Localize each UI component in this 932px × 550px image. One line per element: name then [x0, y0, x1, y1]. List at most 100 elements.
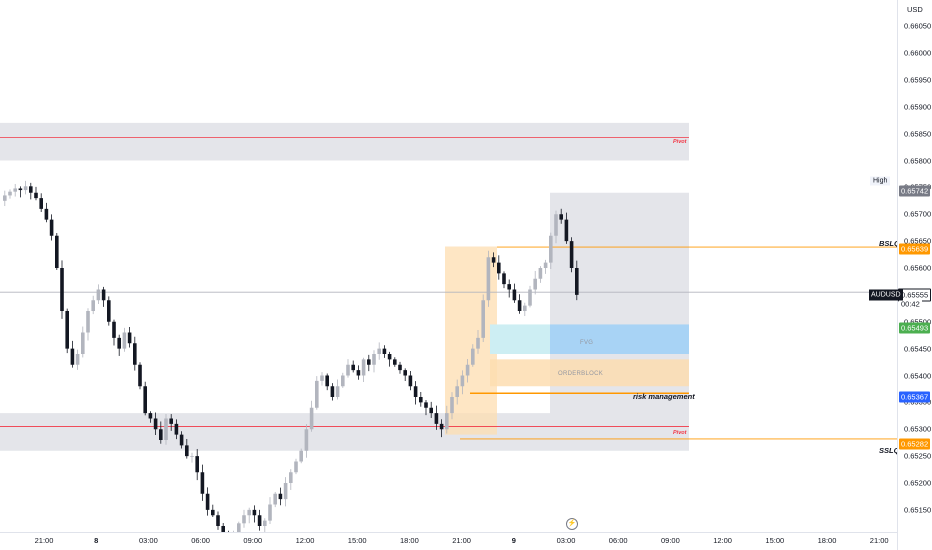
- candle-body: [195, 456, 199, 473]
- candle-body: [325, 375, 329, 387]
- candle-body: [543, 262, 548, 268]
- candle-body: [75, 354, 80, 365]
- candle-body: [419, 397, 423, 403]
- bslq-price-badge: 0.65639: [899, 243, 931, 255]
- price-tick-label: 0.65250: [904, 451, 932, 461]
- price-tick-label: 0.65700: [904, 209, 932, 219]
- candle-body: [70, 348, 75, 365]
- bslq-label: BSLQ: [879, 239, 900, 248]
- fvg-price-badge: 0.65493: [899, 322, 931, 334]
- candle-body: [169, 418, 173, 424]
- candle-body: [112, 321, 116, 338]
- candle-body: [408, 375, 413, 387]
- sslq-label: SSLQ: [879, 446, 900, 455]
- candle-body: [377, 348, 381, 354]
- lightning-icon[interactable]: ⚡: [566, 518, 578, 530]
- time-tick-label: 15:00: [765, 536, 785, 545]
- candle-body: [346, 364, 350, 376]
- candle-body: [497, 262, 501, 274]
- candle-body: [34, 192, 38, 199]
- candle-body: [387, 354, 392, 360]
- candle-body: [320, 375, 324, 381]
- price-tick-label: 0.65650: [904, 236, 932, 246]
- candle-body: [268, 504, 272, 521]
- candle-body: [372, 354, 376, 365]
- candle-body: [507, 284, 511, 290]
- time-tick-label: 09:00: [243, 536, 263, 545]
- price-tick-label: 0.65900: [904, 102, 932, 112]
- candle-body: [29, 186, 33, 193]
- candle-body: [559, 214, 563, 220]
- time-tick-label: 21:00: [452, 536, 471, 545]
- candle-body: [523, 305, 527, 311]
- pivot-high-label: Pivot: [673, 139, 687, 145]
- orderblock-label: ORDERBLOCK: [558, 371, 604, 377]
- candle-body: [439, 423, 444, 430]
- price-tick-label: 0.66000: [904, 48, 932, 58]
- currency-label[interactable]: USD: [907, 5, 923, 14]
- price-chart[interactable]: [0, 0, 897, 550]
- price-tick-label: 0.65800: [904, 156, 932, 165]
- price-tick-label: 0.66050: [904, 21, 932, 31]
- candle-body: [564, 219, 569, 242]
- candle-body: [460, 375, 465, 387]
- chart-canvas[interactable]: Pivot Pivot BSLQ SSLQ risk management FV…: [0, 0, 900, 550]
- risk-price-badge: 0.65367: [899, 391, 931, 403]
- time-tick-label: 09:00: [661, 536, 680, 545]
- candle-body: [476, 337, 480, 349]
- candle-body: [554, 214, 558, 236]
- price-tick-label: 0.65950: [904, 75, 932, 85]
- candle-body: [143, 386, 147, 414]
- price-axis[interactable]: USD 0.66050 0.66000 0.65950 0.65900 0.65850 0…: [870, 0, 932, 550]
- candle-body: [330, 386, 335, 397]
- candle-body: [127, 332, 132, 344]
- candle-body: [429, 407, 433, 414]
- price-tick-label: 0.65450: [904, 344, 932, 354]
- candle-body: [49, 219, 54, 236]
- candle-body: [299, 450, 303, 462]
- time-tick-label: 8: [94, 536, 99, 545]
- candle-body: [569, 241, 574, 268]
- time-tick-label: 03:00: [556, 536, 576, 545]
- time-tick-label: 21:00: [34, 536, 54, 545]
- candle-body: [304, 429, 309, 451]
- candle-body: [289, 472, 293, 483]
- candle-body: [117, 337, 121, 349]
- countdown-label: 00:42: [899, 298, 922, 310]
- time-tick-label: 15:00: [347, 536, 367, 545]
- candle-body: [445, 413, 449, 430]
- time-tick-label: 03:00: [139, 536, 158, 545]
- candle-body: [367, 359, 371, 365]
- candle-body: [190, 456, 194, 457]
- candle-body: [8, 191, 12, 196]
- candle-body: [309, 407, 314, 430]
- time-axis[interactable]: 21:00 8 03:00 06:00 09:00 12:00 15:00 18:00 21:0…: [0, 532, 897, 550]
- candle-body: [237, 523, 241, 535]
- candle-body: [294, 461, 298, 473]
- candle-body: [216, 515, 220, 526]
- time-tick-label: 18:00: [817, 536, 837, 545]
- fvg-zone-light: [490, 324, 550, 354]
- candle-body: [164, 418, 168, 440]
- symbol-text: AUDUSD: [871, 291, 901, 299]
- candle-body: [257, 515, 262, 526]
- candle-body: [465, 364, 470, 376]
- candle-body: [315, 380, 319, 408]
- candle-body: [148, 413, 153, 419]
- candle-body: [96, 289, 101, 301]
- price-tick-label: 0.65850: [904, 129, 932, 139]
- time-tick-label: 06:00: [608, 536, 628, 545]
- candle-body: [575, 268, 579, 295]
- candle-body: [382, 348, 387, 354]
- candle-body: [185, 445, 189, 457]
- risk-management-label: risk management: [633, 392, 695, 401]
- candle-body: [174, 423, 179, 435]
- candle-body: [107, 300, 111, 322]
- candle-body: [450, 397, 454, 414]
- candle-body: [81, 332, 85, 354]
- candle-body: [434, 413, 439, 424]
- target-box: [550, 192, 689, 435]
- candle-body: [361, 359, 366, 376]
- candle-body: [242, 515, 246, 524]
- candle-body: [351, 364, 355, 371]
